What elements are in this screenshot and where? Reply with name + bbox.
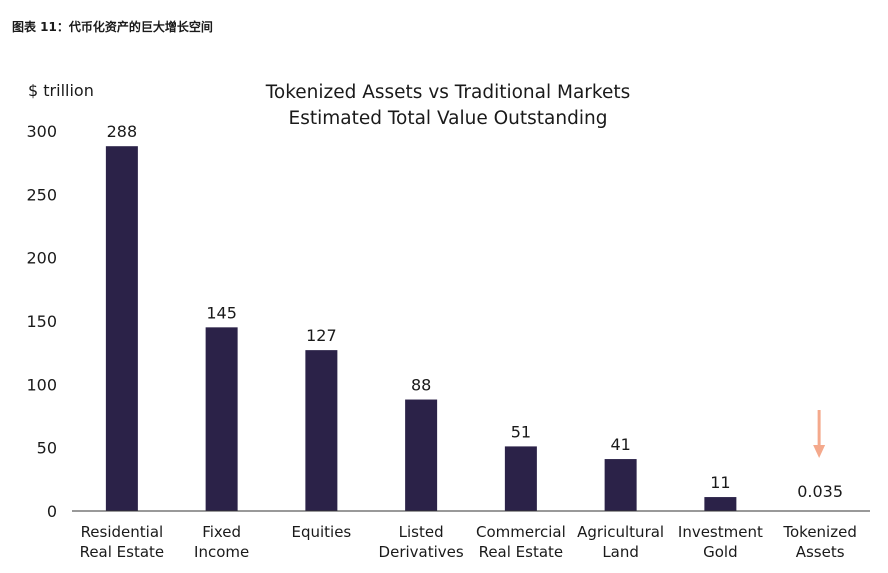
data-label: 288 [107, 122, 138, 141]
data-label: 41 [610, 435, 630, 454]
bar [504, 446, 537, 511]
annotation-arrow-head [813, 445, 826, 458]
data-label: 0.035 [797, 482, 843, 501]
bar [305, 350, 338, 511]
bar [604, 459, 637, 511]
figure-caption: 图表 11：代币化资产的巨大增长空间 [12, 20, 213, 34]
y-tick-label: 150 [26, 312, 57, 331]
x-tick-label: Commercial Real Estate [476, 523, 566, 561]
y-axis-unit-label: $ trillion [28, 81, 94, 100]
x-tick-label: Investment Gold [678, 523, 763, 561]
x-tick-label: Equities [291, 523, 351, 541]
data-label: 145 [206, 303, 237, 322]
x-tick-label: Residential Real Estate [80, 523, 165, 561]
bar [205, 327, 238, 511]
chart-title: Tokenized Assets vs Traditional Markets [265, 82, 630, 103]
y-tick-label: 250 [26, 185, 57, 204]
y-tick-label: 0 [47, 502, 57, 521]
bar [405, 399, 438, 511]
y-tick-label: 100 [26, 375, 57, 394]
x-tick-label: Fixed Income [194, 523, 249, 561]
data-label: 51 [511, 422, 531, 441]
chart-subtitle: Estimated Total Value Outstanding [289, 108, 608, 129]
x-tick-label: Agricultural Land [577, 523, 664, 561]
bar [105, 146, 138, 511]
data-label: 127 [306, 326, 337, 345]
y-tick-label: 50 [37, 439, 57, 458]
y-tick-label: 300 [26, 122, 57, 141]
x-tick-label: Listed Derivatives [379, 523, 464, 561]
data-label: 11 [710, 473, 730, 492]
x-tick-label: Tokenized Assets [782, 523, 856, 561]
data-label: 88 [411, 376, 431, 395]
y-tick-label: 200 [26, 249, 57, 268]
bar [704, 497, 737, 511]
